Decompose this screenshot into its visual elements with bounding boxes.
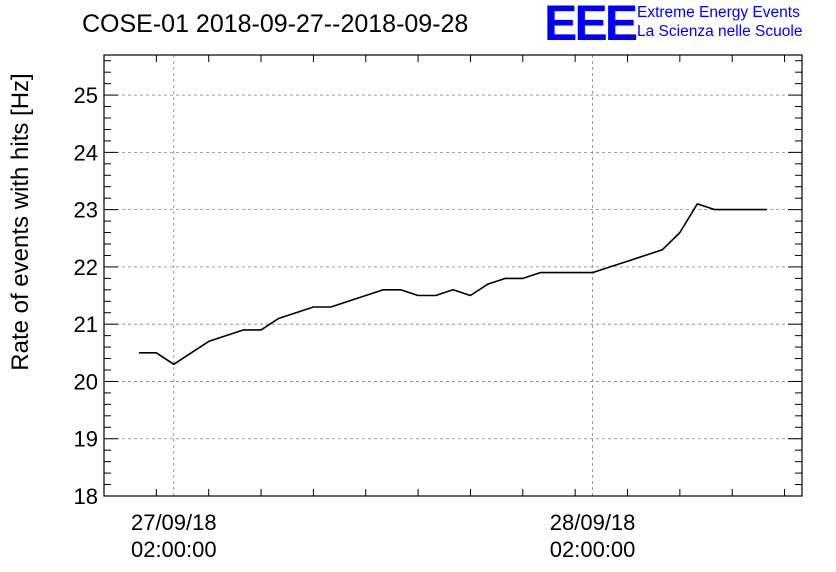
y-tick-label: 23 <box>74 198 98 223</box>
plot-frame <box>103 54 803 497</box>
x-tick-time: 02:00:00 <box>550 537 636 562</box>
y-tick-label: 19 <box>74 427 98 452</box>
logo-caption-line-1: Extreme Energy Events <box>637 4 800 21</box>
logo-caption: Extreme Energy Events La Scienza nelle S… <box>637 3 802 41</box>
y-tick-label: 24 <box>74 140 98 165</box>
chart-title: COSE-01 2018-09-27--2018-09-28 <box>82 10 469 38</box>
rate-series-line <box>138 203 768 366</box>
y-axis-label: Rate of events with hits [Hz] <box>7 73 34 370</box>
y-tick-label: 21 <box>74 312 98 337</box>
y-tick-label: 25 <box>74 83 98 108</box>
eee-logo-icon: EEE <box>544 0 638 51</box>
y-tick-label: 18 <box>74 484 98 509</box>
x-tick-date: 27/09/18 <box>131 510 217 535</box>
axis-ticks <box>103 55 802 497</box>
logo-caption-line-2: La Scienza nelle Scuole <box>637 23 803 40</box>
x-tick-time: 02:00:00 <box>131 537 217 562</box>
x-tick-date: 28/09/18 <box>550 510 636 535</box>
y-tick-label: 20 <box>74 369 98 394</box>
y-tick-label: 22 <box>74 255 98 280</box>
